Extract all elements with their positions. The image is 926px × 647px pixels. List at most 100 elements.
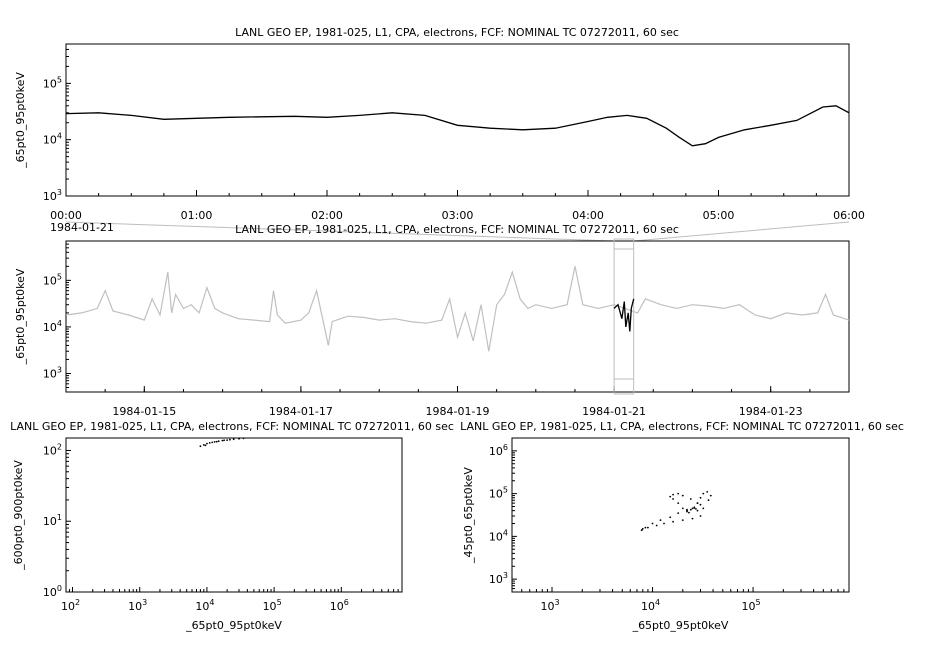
x-tick-label-middle: 1984-01-21 xyxy=(582,405,646,418)
data-point-bottom-left xyxy=(215,440,218,443)
x-axis-label-bottom-left: _65pt0_95pt0keV xyxy=(185,619,282,632)
y-tick-label-middle-exponent: 3 xyxy=(57,365,62,374)
data-point-bottom-right xyxy=(672,493,674,496)
data-point-bottom-right xyxy=(677,492,680,495)
y-tick-label-bottom-left: 100 xyxy=(43,584,62,599)
data-point-bottom-left xyxy=(221,439,224,442)
data-point-bottom-right xyxy=(644,526,647,529)
y-tick-label-middle: 104 xyxy=(43,319,62,334)
data-point-bottom-left xyxy=(232,438,235,441)
zoom-connector-right xyxy=(632,221,850,242)
y-tick-label-middle: 103 xyxy=(43,365,62,380)
points-bottom-left xyxy=(199,438,245,448)
y-tick-label-bottom-right-exponent: 4 xyxy=(503,528,508,537)
x-tick-label-top: 05:00 xyxy=(703,209,735,222)
x-tick-label-bottom-right-exponent: 5 xyxy=(756,598,761,607)
data-point-bottom-right xyxy=(686,508,688,511)
y-tick-label-bottom-right: 106 xyxy=(489,443,508,458)
x-tick-label-bottom-left-exponent: 4 xyxy=(209,598,214,607)
series-line-middle-0 xyxy=(66,266,849,352)
data-point-bottom-left xyxy=(199,445,202,448)
x-tick-label-bottom-left: 103 xyxy=(128,598,147,613)
data-point-bottom-left xyxy=(208,442,211,444)
y-tick-label-bottom-right: 103 xyxy=(489,571,508,586)
data-point-bottom-left xyxy=(217,440,220,443)
data-point-bottom-right xyxy=(640,529,643,531)
data-point-bottom-right xyxy=(655,524,658,527)
data-point-bottom-left xyxy=(223,439,226,442)
series-line-top-0 xyxy=(66,105,849,147)
data-point-bottom-right xyxy=(696,502,699,504)
plot-frame-bottom-left xyxy=(65,437,403,593)
x-tick-label-bottom-left: 105 xyxy=(263,598,282,613)
highlight-box xyxy=(613,238,635,395)
data-point-bottom-right xyxy=(709,494,712,497)
chart-title-bottom-right: LANL GEO EP, 1981-025, L1, CPA, electron… xyxy=(460,420,904,433)
date-label-top: 1984-01-21 xyxy=(50,221,114,234)
y-axis-label-top: _65pt0_95pt0keV xyxy=(14,72,27,169)
zoom-connectors xyxy=(65,221,850,242)
data-point-bottom-left xyxy=(206,442,208,445)
data-point-bottom-right xyxy=(699,503,702,506)
data-point-bottom-right xyxy=(689,498,692,500)
data-point-bottom-right xyxy=(688,511,690,514)
chart-title-bottom-left: LANL GEO EP, 1981-025, L1, CPA, electron… xyxy=(10,420,454,433)
data-point-bottom-left xyxy=(229,438,231,441)
data-point-bottom-right xyxy=(659,519,662,521)
data-point-bottom-right xyxy=(641,527,644,530)
data-point-bottom-right xyxy=(686,510,688,513)
data-point-bottom-right xyxy=(693,507,696,509)
data-point-bottom-right xyxy=(706,491,709,493)
x-tick-label-bottom-right-exponent: 4 xyxy=(655,598,660,607)
data-point-bottom-right xyxy=(663,522,665,525)
x-tick-label-bottom-right: 104 xyxy=(641,598,660,613)
data-point-bottom-right xyxy=(707,499,710,502)
panel-middle: LANL GEO EP, 1981-025, L1, CPA, electron… xyxy=(14,223,850,418)
chart-title-top: LANL GEO EP, 1981-025, L1, CPA, electron… xyxy=(235,26,679,39)
y-tick-label-bottom-left: 101 xyxy=(43,513,62,528)
chart-title-middle: LANL GEO EP, 1981-025, L1, CPA, electron… xyxy=(235,223,679,236)
y-axis-label-bottom-left: _600pt0_900pt0keV xyxy=(12,460,25,571)
x-tick-label-bottom-left-exponent: 6 xyxy=(344,598,349,607)
x-tick-label-middle: 1984-01-23 xyxy=(739,405,803,418)
data-point-bottom-left xyxy=(238,438,240,440)
y-tick-label-top-exponent: 5 xyxy=(57,75,62,84)
data-point-bottom-right xyxy=(677,502,680,504)
plot-frame-top xyxy=(65,43,850,197)
y-tick-label-bottom-right-exponent: 3 xyxy=(503,571,508,580)
x-tick-label-top: 04:00 xyxy=(572,209,604,222)
y-tick-label-top: 105 xyxy=(43,75,62,90)
data-point-bottom-right xyxy=(691,507,694,510)
x-tick-label-bottom-right: 105 xyxy=(742,598,761,613)
y-tick-label-bottom-left-exponent: 2 xyxy=(57,442,62,451)
data-point-bottom-left xyxy=(202,444,205,446)
data-point-bottom-left xyxy=(226,439,229,441)
plot-frame-bottom-right xyxy=(511,437,850,593)
y-tick-label-bottom-left: 102 xyxy=(43,442,62,457)
data-point-bottom-right xyxy=(681,494,684,497)
data-point-bottom-right xyxy=(699,496,702,499)
data-point-bottom-right xyxy=(669,516,672,519)
x-tick-label-bottom-left-exponent: 2 xyxy=(75,598,80,607)
data-point-bottom-right xyxy=(695,508,697,510)
x-axis-label-bottom-right: _65pt0_95pt0keV xyxy=(632,619,729,632)
data-point-bottom-right xyxy=(691,517,694,520)
data-point-bottom-right xyxy=(702,507,705,510)
data-point-bottom-right xyxy=(677,512,680,514)
zoom-connector-left xyxy=(65,221,615,242)
y-tick-label-bottom-right: 105 xyxy=(489,486,508,501)
x-tick-label-middle: 1984-01-15 xyxy=(112,405,176,418)
x-tick-label-top: 06:00 xyxy=(833,209,865,222)
y-tick-label-top: 104 xyxy=(43,132,62,147)
x-tick-label-top: 00:00 xyxy=(50,209,82,222)
x-tick-label-bottom-left-exponent: 5 xyxy=(277,598,282,607)
x-tick-label-bottom-right-exponent: 3 xyxy=(554,598,559,607)
x-tick-label-top: 03:00 xyxy=(442,209,474,222)
points-bottom-right xyxy=(640,491,712,531)
y-tick-label-top: 103 xyxy=(43,188,62,203)
x-tick-label-bottom-left-exponent: 3 xyxy=(142,598,147,607)
data-point-bottom-left xyxy=(211,441,214,444)
y-tick-label-top-exponent: 3 xyxy=(57,188,62,197)
panel-bottom-right: LANL GEO EP, 1981-025, L1, CPA, electron… xyxy=(460,420,904,632)
data-point-bottom-right xyxy=(689,508,692,511)
